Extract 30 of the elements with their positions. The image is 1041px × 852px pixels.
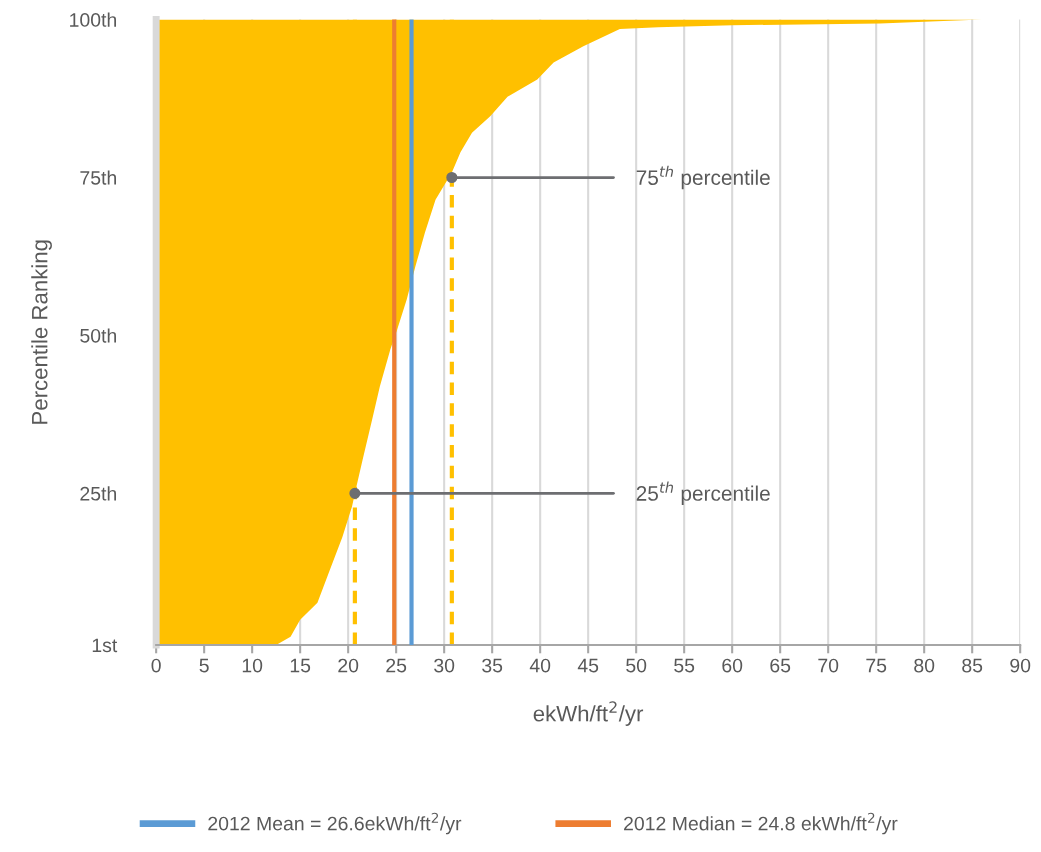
x-axis-title: ekWh/ft$^{2}$/yr bbox=[533, 701, 644, 726]
x-tick-label: 35 bbox=[482, 658, 503, 673]
legend-label: 2012 Mean = 26.6ekWh/ft$^{2}$/yr bbox=[208, 812, 462, 835]
y-tick-label: 75th bbox=[80, 170, 116, 185]
x-tick-label: 80 bbox=[914, 658, 935, 673]
y-tick-label: 25th bbox=[80, 486, 116, 501]
x-tick-label: 65 bbox=[770, 658, 791, 673]
x-tick-label: 10 bbox=[242, 658, 263, 673]
x-tick-label: 90 bbox=[1010, 658, 1031, 673]
annotation: 25$^{th}$ percentile bbox=[636, 481, 770, 505]
x-tick-label: 60 bbox=[722, 658, 743, 673]
x-tick-label: 70 bbox=[818, 658, 839, 673]
annotation: 75$^{th}$ percentile bbox=[636, 165, 770, 190]
y-tick-label: 50th bbox=[80, 328, 116, 343]
x-tick-label: 40 bbox=[529, 658, 551, 673]
x-tick-label: 0 bbox=[151, 658, 161, 673]
legend-label: 2012 Median = 24.8 ekWh/ft$^{2}$/yr bbox=[624, 812, 898, 835]
x-tick-label: 25 bbox=[386, 658, 407, 673]
x-tick-label: 15 bbox=[290, 658, 311, 673]
x-tick-label: 45 bbox=[577, 658, 599, 673]
x-tick-label: 50 bbox=[626, 658, 647, 673]
y-tick-label: 100th bbox=[70, 12, 116, 27]
x-tick-label: 30 bbox=[434, 658, 455, 673]
x-tick-label: 5 bbox=[199, 658, 209, 673]
x-tick-label: 75 bbox=[866, 658, 887, 673]
y-tick-label: 1st bbox=[92, 638, 118, 653]
x-tick-label: 20 bbox=[338, 658, 359, 673]
x-tick-label: 55 bbox=[674, 658, 695, 673]
y-axis-title: Percentile Ranking bbox=[31, 240, 52, 424]
x-tick-label: 85 bbox=[962, 658, 983, 673]
